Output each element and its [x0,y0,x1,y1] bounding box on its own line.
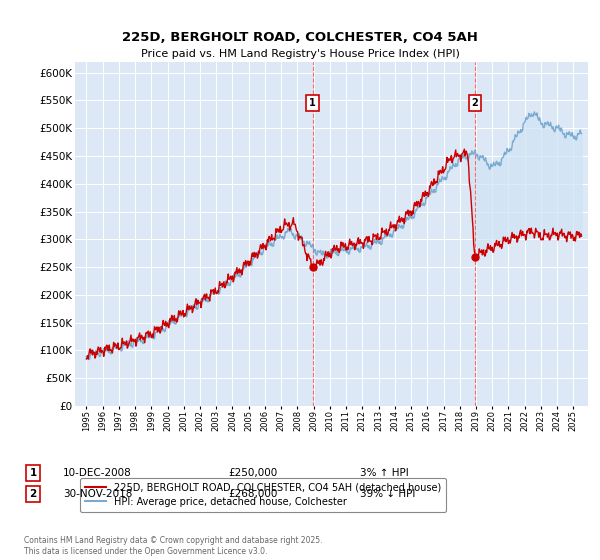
Text: 30-NOV-2018: 30-NOV-2018 [63,489,133,499]
Text: £268,000: £268,000 [228,489,277,499]
Text: 2: 2 [29,489,37,499]
Text: 1: 1 [29,468,37,478]
Legend: 225D, BERGHOLT ROAD, COLCHESTER, CO4 5AH (detached house), HPI: Average price, d: 225D, BERGHOLT ROAD, COLCHESTER, CO4 5AH… [80,478,446,512]
Text: Contains HM Land Registry data © Crown copyright and database right 2025.
This d: Contains HM Land Registry data © Crown c… [24,536,323,556]
Text: 1: 1 [309,98,316,108]
Text: 225D, BERGHOLT ROAD, COLCHESTER, CO4 5AH: 225D, BERGHOLT ROAD, COLCHESTER, CO4 5AH [122,31,478,44]
Text: £250,000: £250,000 [228,468,277,478]
Text: 3% ↑ HPI: 3% ↑ HPI [360,468,409,478]
Text: Price paid vs. HM Land Registry's House Price Index (HPI): Price paid vs. HM Land Registry's House … [140,49,460,59]
Text: 10-DEC-2008: 10-DEC-2008 [63,468,132,478]
Text: 2: 2 [472,98,478,108]
Text: 39% ↓ HPI: 39% ↓ HPI [360,489,415,499]
